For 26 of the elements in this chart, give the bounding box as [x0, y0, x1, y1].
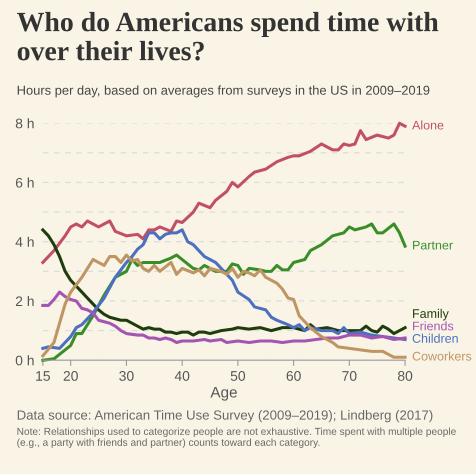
x-tick-label: 50	[230, 371, 246, 381]
line-series	[41, 290, 407, 344]
series-label: Family	[413, 308, 449, 320]
x-axis-title: Age	[210, 386, 237, 401]
series-label: Partner	[413, 240, 453, 250]
text: Note: Relationships used to categorize people are not exhaustive. Time spent with multiple people (e.g., a party with friends and partner) counts toward each category.	[17, 428, 456, 448]
series-label: Children	[412, 334, 458, 343]
line-series	[41, 122, 407, 264]
series-label: Friends	[413, 321, 454, 330]
x-tick-label: 60	[286, 371, 301, 381]
chart-subtitle: Hours per day, based on averages from surveys in the US in 2009–2019	[18, 85, 430, 98]
source-note: Data source: American Time Use Survey (2009–2019); Lindberg (2017)	[18, 410, 432, 422]
y-tick-label: 6 h	[16, 177, 34, 188]
x-tick-label: 40	[174, 371, 190, 381]
x-tick-label: 15	[36, 371, 50, 381]
x-tick-label: 20	[64, 371, 78, 381]
series-label: Coworkers	[412, 351, 472, 361]
y-tick-label: 2 h	[16, 296, 34, 306]
x-tick-label: 70	[342, 371, 357, 381]
x-tick-label: 30	[119, 371, 134, 381]
chart-title: Who do Americans spend time with over their lives?	[17, 12, 438, 61]
y-tick-label: 4 h	[16, 236, 34, 247]
series-label: Alone	[412, 120, 444, 130]
y-tick-label: 8 h	[16, 118, 34, 128]
x-tick-label: 80	[398, 371, 412, 381]
y-tick-label: 0 h	[16, 355, 34, 366]
